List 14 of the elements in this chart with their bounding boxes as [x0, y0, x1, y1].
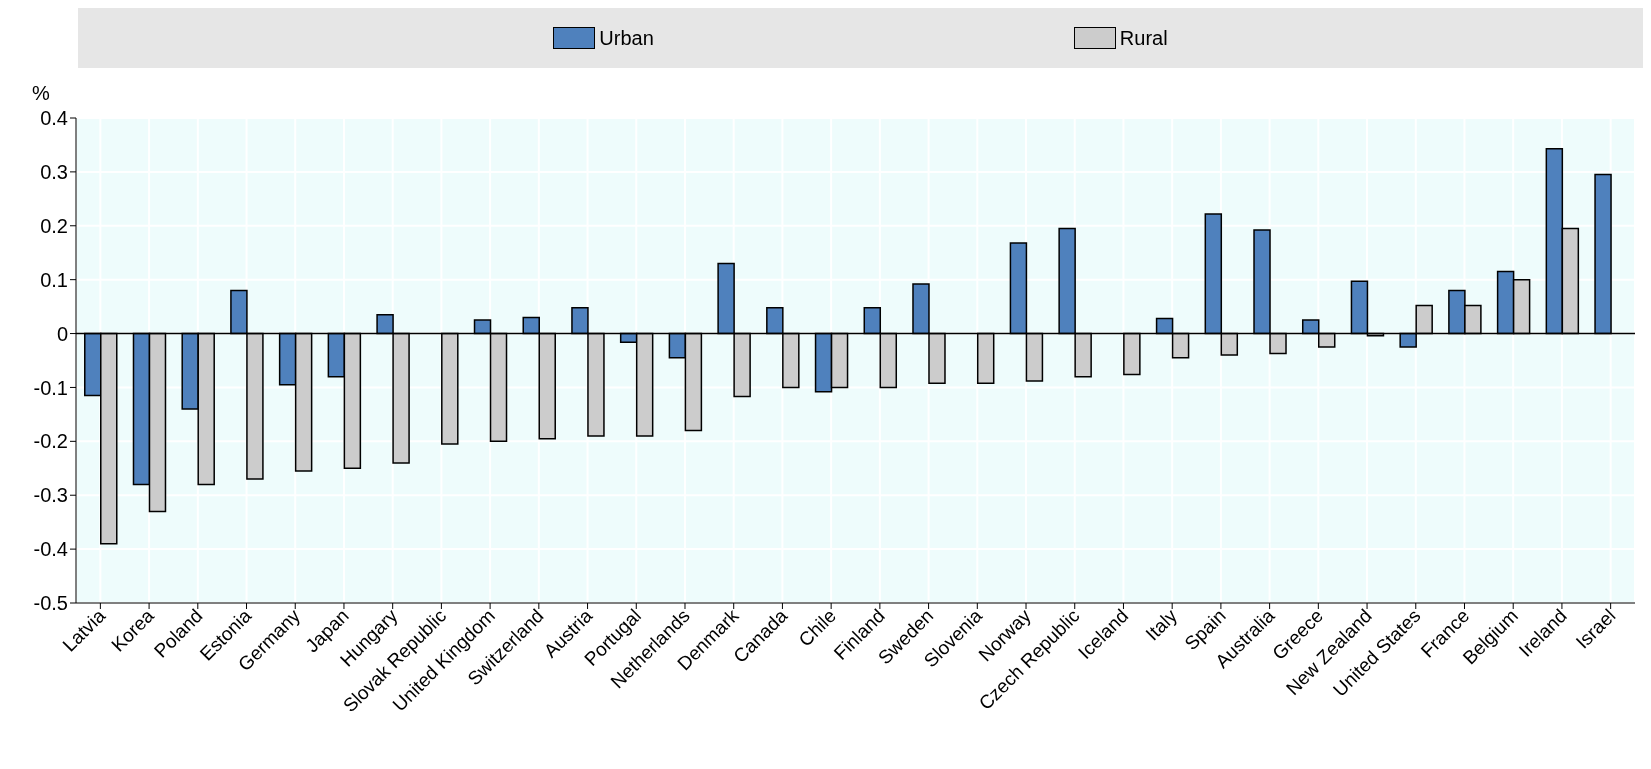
y-tick-label: 0: [56, 322, 68, 345]
y-tick-label: 0.1: [40, 268, 68, 291]
y-tick-label: -0.1: [33, 376, 68, 399]
y-tick-label: -0.4: [33, 538, 68, 561]
y-tick-label: 0.4: [40, 107, 68, 130]
y-tick-label: -0.2: [33, 430, 68, 453]
x-tick-label: Italy: [1141, 604, 1182, 645]
y-tick-label: -0.5: [33, 592, 68, 615]
legend-label: Rural: [1119, 26, 1168, 50]
y-axis-title: %: [32, 82, 50, 105]
y-tick-label: 0.3: [40, 160, 68, 183]
legend-label: Urban: [599, 26, 654, 50]
y-tick-label: 0.2: [40, 214, 68, 237]
y-tick-label: -0.3: [33, 484, 68, 507]
